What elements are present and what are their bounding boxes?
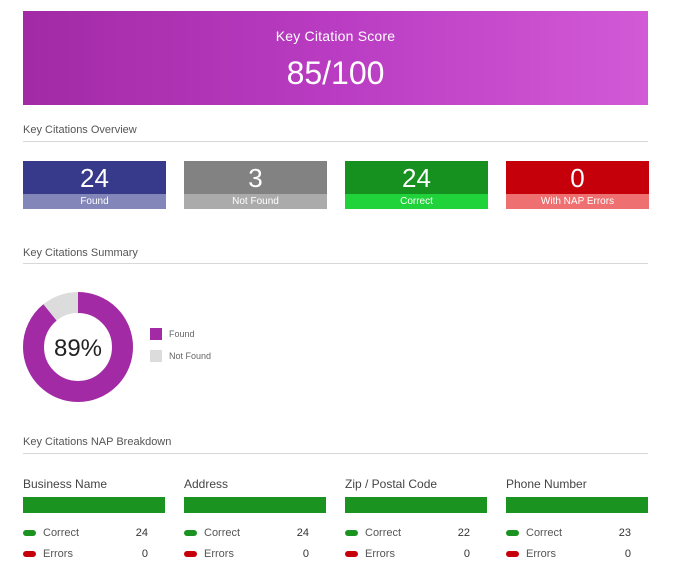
stat-correct-value: 24 — [345, 161, 488, 194]
donut-percent-label: 89% — [54, 335, 102, 362]
stat-nap-errors: 0 With NAP Errors — [506, 161, 649, 209]
nap-correct-row: Correct 22 — [345, 527, 487, 541]
legend-found-swatch — [150, 328, 162, 340]
nap-column-header: Phone Number — [506, 477, 587, 491]
nap-section-title: Key Citations NAP Breakdown — [23, 436, 172, 448]
stat-found: 24 Found — [23, 161, 166, 209]
correct-indicator-icon — [506, 530, 519, 536]
stat-nap-errors-value: 0 — [506, 161, 649, 194]
nap-errors-count: 0 — [463, 548, 470, 560]
nap-errors-row: Errors 0 — [184, 548, 326, 562]
nap-errors-row: Errors 0 — [506, 548, 648, 562]
nap-correct-count: 24 — [296, 527, 309, 539]
summary-donut-chart: 89% — [23, 292, 133, 402]
legend-not-found-swatch — [150, 350, 162, 362]
citation-score-banner: Key Citation Score 85/100 — [23, 11, 648, 105]
nap-zip-postal-code: Zip / Postal Code Correct 22 Errors 0 — [345, 476, 487, 560]
citation-score-value: 85/100 — [286, 55, 385, 91]
stat-found-label: Found — [23, 194, 166, 209]
nap-correct-count: 23 — [618, 527, 631, 539]
nap-errors-label: Errors — [526, 548, 556, 560]
stat-nap-errors-label: With NAP Errors — [506, 194, 649, 209]
nap-errors-count: 0 — [624, 548, 631, 560]
error-indicator-icon — [345, 551, 358, 557]
nap-errors-row: Errors 0 — [23, 548, 165, 562]
stat-not-found: 3 Not Found — [184, 161, 327, 209]
error-indicator-icon — [184, 551, 197, 557]
nap-correct-label: Correct — [365, 527, 402, 539]
error-indicator-icon — [506, 551, 519, 557]
nap-correct-row: Correct 24 — [23, 527, 165, 541]
nap-progress-bar — [23, 497, 165, 513]
summary-divider — [23, 263, 648, 264]
stat-not-found-value: 3 — [184, 161, 327, 194]
correct-indicator-icon — [345, 530, 358, 536]
citation-score-title: Key Citation Score — [275, 28, 396, 44]
nap-correct-row: Correct 23 — [506, 527, 648, 541]
nap-column-header: Zip / Postal Code — [345, 477, 438, 491]
donut-found-arc — [23, 292, 133, 402]
correct-indicator-icon — [184, 530, 197, 536]
nap-correct-count: 24 — [135, 527, 148, 539]
legend-found-label: Found — [169, 329, 195, 339]
nap-correct-label: Correct — [204, 527, 241, 539]
stat-found-value: 24 — [23, 161, 166, 194]
nap-phone-number: Phone Number Correct 23 Errors 0 — [506, 476, 648, 560]
nap-errors-count: 0 — [302, 548, 309, 560]
nap-errors-row: Errors 0 — [345, 548, 487, 562]
legend-not-found-label: Not Found — [169, 351, 212, 361]
stat-correct-label: Correct — [345, 194, 488, 209]
nap-business-name: Business Name Correct 24 Errors 0 — [23, 476, 165, 560]
nap-progress-bar — [345, 497, 487, 513]
nap-correct-row: Correct 24 — [184, 527, 326, 541]
overview-divider — [23, 141, 648, 142]
overview-section-title: Key Citations Overview — [23, 124, 137, 136]
nap-progress-bar — [184, 497, 326, 513]
nap-progress-bar — [506, 497, 648, 513]
nap-column-header: Business Name — [23, 477, 108, 491]
nap-address: Address Correct 24 Errors 0 — [184, 476, 326, 560]
summary-section-title: Key Citations Summary — [23, 247, 138, 259]
nap-divider — [23, 453, 648, 454]
nap-correct-label: Correct — [43, 527, 80, 539]
nap-errors-label: Errors — [204, 548, 234, 560]
nap-errors-label: Errors — [365, 548, 395, 560]
nap-errors-label: Errors — [43, 548, 73, 560]
stat-correct: 24 Correct — [345, 161, 488, 209]
nap-correct-count: 22 — [457, 527, 470, 539]
correct-indicator-icon — [23, 530, 36, 536]
nap-errors-count: 0 — [141, 548, 148, 560]
nap-correct-label: Correct — [526, 527, 563, 539]
error-indicator-icon — [23, 551, 36, 557]
nap-column-header: Address — [184, 477, 229, 491]
stat-not-found-label: Not Found — [184, 194, 327, 209]
